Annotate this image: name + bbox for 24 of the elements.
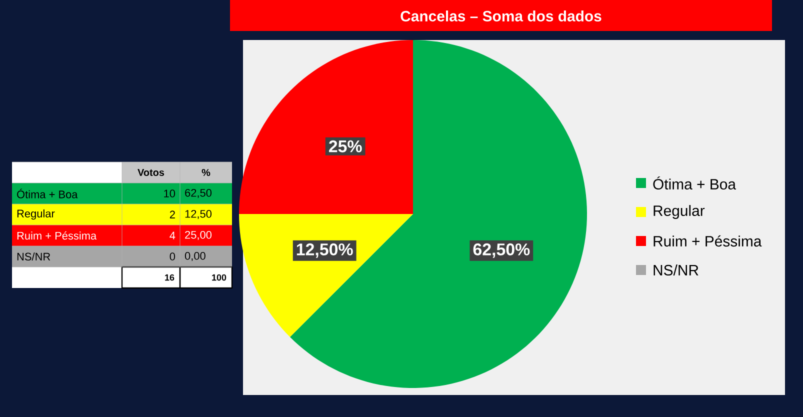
text: 0,00 xyxy=(184,252,206,262)
text: 100 xyxy=(212,274,226,281)
data-label: 12,50% xyxy=(296,243,353,258)
legend-label: Ótima + Boa xyxy=(653,176,736,190)
text: 25,00 xyxy=(185,230,212,240)
text: 4 xyxy=(170,232,176,240)
text: 0 xyxy=(170,252,176,260)
text: NS/NR xyxy=(17,252,50,261)
legend-label: Ruim + Péssima xyxy=(654,235,762,247)
text: Votos xyxy=(138,169,164,176)
text: Ótima + Boa xyxy=(17,188,78,198)
text: 62,50 xyxy=(185,188,212,198)
data-label: 25% xyxy=(328,140,362,152)
text: 12,50 xyxy=(185,210,212,220)
text: Regular xyxy=(17,209,55,220)
chart-title: Cancelas – Soma dos dados xyxy=(400,10,602,22)
text: % xyxy=(202,168,210,176)
text: 16 xyxy=(165,274,174,281)
legend-label: Regular xyxy=(654,205,705,219)
text: Ruim + Péssima xyxy=(17,231,97,240)
data-label: 62,50% xyxy=(473,243,530,258)
legend-label: NS/NR xyxy=(654,264,698,276)
text: 10 xyxy=(164,190,176,198)
text: 2 xyxy=(170,210,175,218)
